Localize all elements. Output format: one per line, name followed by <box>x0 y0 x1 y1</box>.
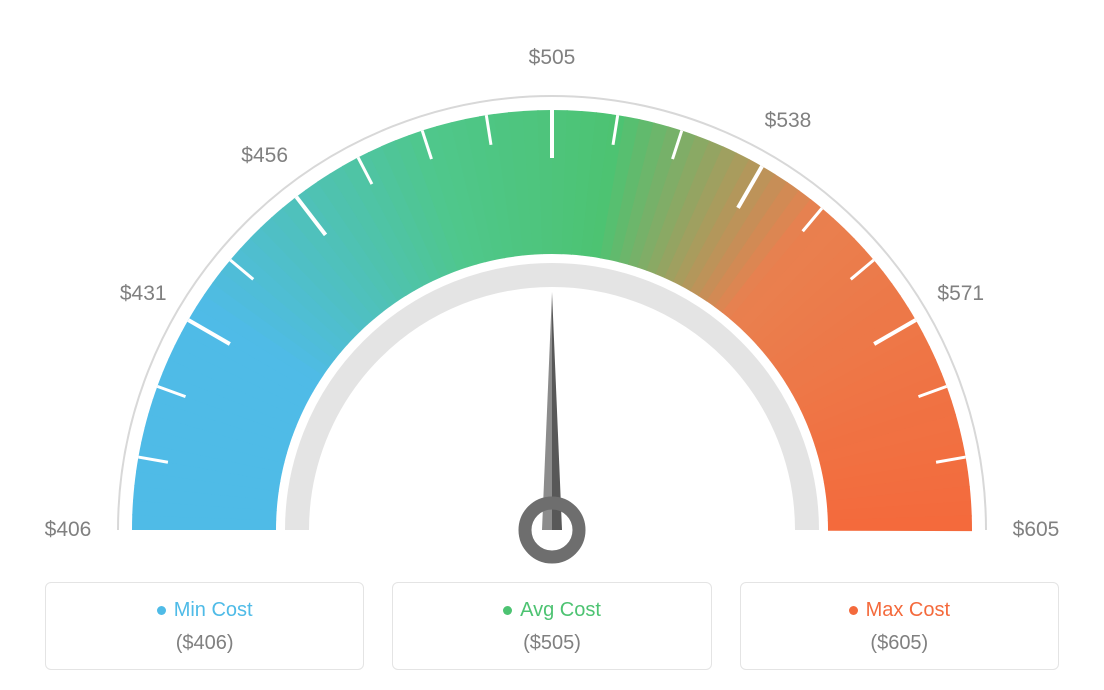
legend-row: Min Cost ($406) Avg Cost ($505) Max Cost… <box>45 582 1059 670</box>
gauge-tick-label: $538 <box>765 109 812 133</box>
gauge-tick-label: $605 <box>1013 518 1060 542</box>
legend-value-min: ($406) <box>56 632 353 655</box>
gauge-tick-label: $406 <box>45 518 92 542</box>
cost-gauge-chart: $406 $431 $456 $505 $538 $571 $605 Min Cost ($… <box>0 0 1104 690</box>
legend-label: Max Cost <box>866 599 950 622</box>
legend-title-min: Min Cost <box>157 599 253 622</box>
legend-title-max: Max Cost <box>849 599 950 622</box>
legend-title-avg: Avg Cost <box>503 599 601 622</box>
legend-value-avg: ($505) <box>403 632 700 655</box>
legend-value-max: ($605) <box>751 632 1048 655</box>
legend-card-min: Min Cost ($406) <box>45 582 364 670</box>
gauge-tick-label: $571 <box>937 282 984 306</box>
gauge-area: $406 $431 $456 $505 $538 $571 $605 <box>0 0 1104 580</box>
dot-icon <box>157 606 166 615</box>
gauge-tick-label: $505 <box>529 46 576 70</box>
dot-icon <box>849 606 858 615</box>
legend-label: Min Cost <box>174 599 253 622</box>
legend-card-avg: Avg Cost ($505) <box>392 582 711 670</box>
legend-label: Avg Cost <box>520 599 601 622</box>
dot-icon <box>503 606 512 615</box>
legend-card-max: Max Cost ($605) <box>740 582 1059 670</box>
gauge-tick-label: $456 <box>241 144 288 168</box>
gauge-tick-label: $431 <box>120 282 167 306</box>
